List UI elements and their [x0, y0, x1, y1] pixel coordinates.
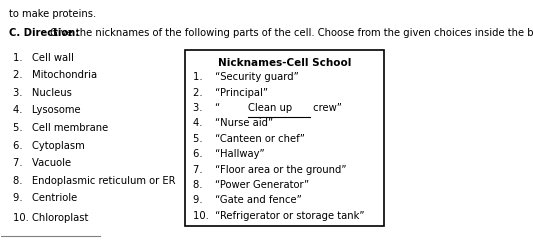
Text: C. Direction:: C. Direction:	[9, 28, 79, 38]
Text: 8.    “Power Generator”: 8. “Power Generator”	[193, 180, 310, 190]
Text: Give the nicknames of the following parts of the cell. Choose from the given cho: Give the nicknames of the following part…	[47, 28, 533, 38]
Text: 5.   Cell membrane: 5. Cell membrane	[13, 123, 109, 133]
Text: 2.   Mitochondria: 2. Mitochondria	[13, 70, 98, 80]
Text: 1.   Cell wall: 1. Cell wall	[13, 53, 74, 63]
Text: 4.    “Nurse aid”: 4. “Nurse aid”	[193, 118, 273, 128]
Text: 8.   Endoplasmic reticulum or ER: 8. Endoplasmic reticulum or ER	[13, 176, 176, 186]
Text: 5.    “Canteen or chef”: 5. “Canteen or chef”	[193, 134, 305, 144]
Text: to make proteins.: to make proteins.	[9, 9, 96, 19]
Text: 1.    “Security guard”: 1. “Security guard”	[193, 72, 299, 82]
Text: 9.    “Gate and fence”: 9. “Gate and fence”	[193, 195, 302, 205]
Text: Clean up: Clean up	[248, 103, 292, 113]
Text: 9.   Centriole: 9. Centriole	[13, 193, 77, 203]
Text: 4.   Lysosome: 4. Lysosome	[13, 105, 81, 115]
Text: 3.   Nucleus: 3. Nucleus	[13, 88, 72, 98]
Text: crew”: crew”	[310, 103, 342, 113]
Text: Nicknames-Cell School: Nicknames-Cell School	[217, 58, 351, 68]
FancyBboxPatch shape	[185, 50, 384, 226]
Text: 10.  “Refrigerator or storage tank”: 10. “Refrigerator or storage tank”	[193, 211, 365, 221]
Text: 7.    “Floor area or the ground”: 7. “Floor area or the ground”	[193, 165, 347, 175]
Text: 6.   Cytoplasm: 6. Cytoplasm	[13, 141, 85, 151]
Text: 7.   Vacuole: 7. Vacuole	[13, 158, 71, 168]
Text: 2.    “Principal”: 2. “Principal”	[193, 88, 269, 98]
Text: 10. Chloroplast: 10. Chloroplast	[13, 213, 88, 223]
Text: 6.    “Hallway”: 6. “Hallway”	[193, 149, 265, 159]
Text: 3.    “: 3. “	[193, 103, 221, 113]
